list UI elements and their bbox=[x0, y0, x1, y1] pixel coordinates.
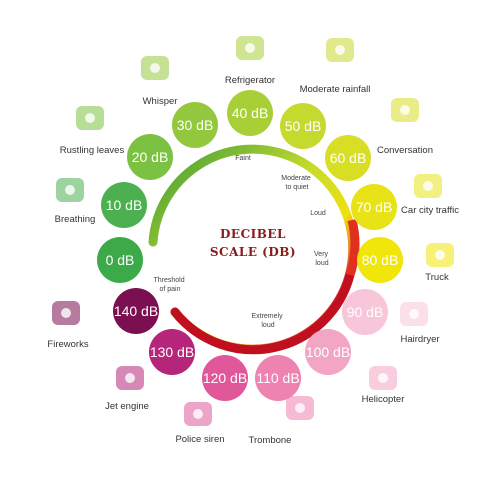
ring-label-extremely-l2: loud bbox=[261, 322, 274, 329]
level-label-11: Trombone bbox=[249, 435, 292, 446]
level-db-value-0: 0 dB bbox=[106, 252, 135, 268]
level-label-10: Helicopter bbox=[362, 394, 405, 405]
ring-label-moderate-l1: Moderate bbox=[281, 175, 311, 182]
level-db-value-2: 20 dB bbox=[132, 149, 169, 165]
ring-label-very-loud-l1: Very bbox=[314, 251, 329, 258]
level-db-value-14: 140 dB bbox=[114, 303, 158, 319]
conversation-icon bbox=[391, 98, 419, 122]
level-db-value-8: 80 dB bbox=[362, 252, 399, 268]
level-db-value-6: 60 dB bbox=[330, 150, 367, 166]
level-db-value-3: 30 dB bbox=[177, 117, 214, 133]
level-bubble-7 bbox=[351, 184, 397, 230]
level-bubble-2 bbox=[127, 134, 173, 180]
ring-label-extremely-loud: Extremely loud bbox=[251, 313, 284, 329]
level-bubble-12 bbox=[202, 355, 248, 401]
level-bubble-9 bbox=[342, 289, 388, 335]
ring-label-very-loud-l2: loud bbox=[315, 260, 328, 267]
level-bubbles: 0 dB 10 dB 20 dB 30 dB 40 dB 50 dB 60 dB 70 dB 8… bbox=[97, 90, 403, 401]
level-db-value-5: 50 dB bbox=[285, 118, 322, 134]
level-label-6: Conversation bbox=[377, 145, 433, 156]
ring-label-threshold-l1: Threshold bbox=[153, 277, 184, 284]
level-db-value-11: 110 dB bbox=[256, 370, 299, 386]
level-bubble-10 bbox=[305, 329, 351, 375]
level-bubble-8 bbox=[357, 237, 403, 283]
diagram-title-line1: DECIBEL bbox=[220, 227, 286, 241]
level-db-value-9: 90 dB bbox=[347, 304, 384, 320]
leaves-icon bbox=[76, 106, 104, 130]
ring-label-threshold-l2: of pain bbox=[159, 286, 180, 293]
level-label-14: Fireworks bbox=[47, 339, 88, 350]
level-label-1: Breathing bbox=[55, 214, 96, 225]
level-db-value-1: 10 dB bbox=[106, 197, 143, 213]
level-labels: Breathing Rustling leaves Whisper Refrigera… bbox=[47, 75, 459, 446]
level-label-4: Refrigerator bbox=[225, 75, 275, 86]
level-label-7: Car city traffic bbox=[401, 205, 459, 216]
level-label-9: Hairdryer bbox=[400, 334, 439, 345]
car-icon bbox=[414, 174, 442, 198]
ring-label-threshold: Threshold of pain bbox=[153, 277, 186, 293]
trombone-icon bbox=[286, 396, 314, 420]
level-label-5: Moderate rainfall bbox=[300, 84, 371, 95]
level-bubble-14 bbox=[113, 288, 159, 334]
level-db-value-12: 120 dB bbox=[203, 370, 247, 386]
whisper-icon bbox=[141, 56, 169, 80]
level-bubble-11 bbox=[255, 355, 301, 401]
ring-label-moderate: Moderate to quiet bbox=[281, 175, 313, 191]
level-db-value-7: 70 dB bbox=[356, 199, 393, 215]
fireworks-icon bbox=[52, 301, 80, 325]
refrigerator-icon bbox=[236, 36, 264, 60]
diagram-title-line2: SCALE (DB) bbox=[210, 245, 296, 259]
ring-label-moderate-l2: to quiet bbox=[286, 184, 309, 191]
ring-label-very-loud: Very loud bbox=[314, 251, 330, 267]
level-label-3: Whisper bbox=[143, 96, 178, 107]
helicopter-icon bbox=[369, 366, 397, 390]
ring-label-extremely-l1: Extremely bbox=[251, 313, 283, 320]
level-db-value-10: 100 dB bbox=[306, 344, 350, 360]
level-label-2: Rustling leaves bbox=[60, 145, 125, 156]
truck-icon bbox=[426, 243, 454, 267]
level-bubble-4 bbox=[227, 90, 273, 136]
level-bubble-13 bbox=[149, 329, 195, 375]
level-label-12: Police siren bbox=[175, 434, 224, 445]
level-bubble-0 bbox=[97, 237, 143, 283]
police-car-icon bbox=[184, 402, 212, 426]
level-bubble-6 bbox=[325, 135, 371, 181]
level-bubble-3 bbox=[172, 102, 218, 148]
level-db-value-4: 40 dB bbox=[232, 105, 269, 121]
level-label-8: Truck bbox=[425, 272, 449, 283]
ring-label-faint: Faint bbox=[235, 155, 251, 162]
level-label-13: Jet engine bbox=[105, 401, 149, 412]
level-icons bbox=[52, 36, 454, 426]
lungs-icon bbox=[56, 178, 84, 202]
central-ring bbox=[148, 144, 360, 355]
hairdryer-icon bbox=[400, 302, 428, 326]
umbrella-icon bbox=[326, 38, 354, 62]
level-db-value-13: 130 dB bbox=[150, 344, 194, 360]
level-bubble-5 bbox=[280, 103, 326, 149]
level-bubble-1 bbox=[101, 182, 147, 228]
ring-label-loud: Loud bbox=[310, 210, 326, 217]
jet-icon bbox=[116, 366, 144, 390]
